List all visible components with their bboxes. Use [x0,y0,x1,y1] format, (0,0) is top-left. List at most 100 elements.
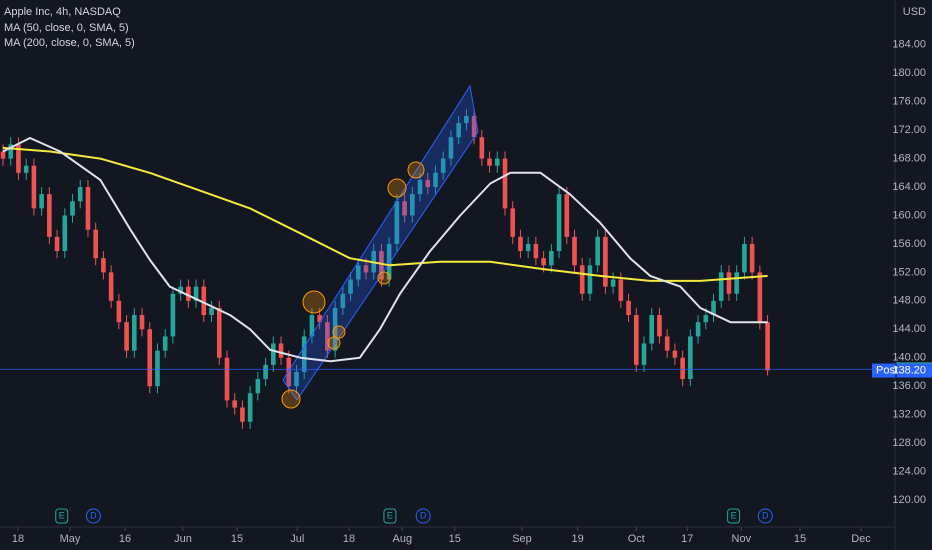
legend-entry: MA (200, close, 0, SMA, 5) [4,37,135,49]
candle-body [47,194,52,237]
y-tick-label: 168.00 [892,153,926,165]
x-tick-label: 15 [231,533,243,545]
candle-body [386,243,392,280]
circle [377,271,391,285]
x-tick-label: Aug [392,533,412,545]
drawings [281,84,479,409]
candle-body [633,315,639,365]
candle-body [494,158,500,166]
candle-body [340,293,346,308]
x-tick-label: 17 [681,533,693,545]
candle-body [479,137,485,159]
y-tick-label: 144.00 [892,323,926,335]
candle-body [417,179,423,195]
candle-body [448,137,454,159]
candle-body [664,336,670,351]
moving-average-line [2,146,768,282]
circle [302,290,326,314]
candle-body [85,187,91,230]
candle-body [726,272,732,294]
event-icon [727,508,741,524]
post-price-label: 138.20 [892,364,926,376]
candle-body [641,343,647,365]
candle-body [101,258,106,273]
candle-body [278,343,284,358]
candle-body [77,187,83,202]
x-tick-label: 18 [12,533,24,545]
candle-body [672,350,678,358]
post-price-box [872,363,932,378]
candle-body [425,179,431,188]
event-icon [415,508,431,524]
candle-body [317,315,322,323]
y-tick-label: 160.00 [892,209,926,221]
candle-body [255,379,261,394]
candle-body [93,229,98,259]
candle-body [510,208,516,237]
candle-body [757,272,763,323]
candle-body [572,236,577,266]
candle-body [703,315,709,323]
candle-body [564,194,570,237]
candle-body [487,158,492,166]
candle-body [54,236,60,252]
candle-body [610,279,616,287]
candle-body [556,194,562,252]
circle [387,178,407,198]
circle [332,325,346,339]
candle-body [518,236,523,252]
candle-body [62,215,68,252]
event-icon [757,508,773,524]
candle-body [402,201,407,216]
y-tick-label: 164.00 [892,181,926,193]
candle-body [433,172,438,188]
event-label: D [762,510,769,520]
candle-body [170,293,176,337]
event-label: E [731,510,737,520]
event-label: D [90,510,97,520]
candle-body [201,286,207,316]
highlight-circles [281,161,425,409]
candle-body [209,307,214,316]
x-tick-label: 18 [343,533,355,545]
x-tick-label: 16 [119,533,131,545]
parallel-channel [282,84,479,401]
candle-body [649,315,655,344]
candle-body [348,279,353,294]
moving-average-line [2,137,768,363]
candle-body [186,286,191,301]
candle-body [232,400,237,408]
circle [407,161,425,179]
candle-body [742,243,747,273]
candle-body [247,393,253,422]
candle-body [502,158,508,209]
candle-body [332,307,338,351]
candle-body [579,265,585,294]
candle-body [680,357,685,380]
event-icon [55,508,69,524]
candle-body [178,286,183,294]
event-icon [85,508,101,524]
candle-body [325,322,330,351]
x-tick-label: 15 [794,533,806,545]
y-tick-label: 180.00 [892,67,926,79]
circle [327,336,341,350]
y-tick-label: 172.00 [892,124,926,136]
candle-body [440,158,446,173]
candle-body [587,265,593,294]
candle-body [695,322,701,337]
event-icon [383,508,397,524]
chart-title: Apple Inc, 4h, NASDAQ [4,6,121,18]
y-tick-label: 148.00 [892,295,926,307]
candle-body [309,315,315,337]
y-tick-label: 156.00 [892,238,926,250]
candle-body [618,279,624,301]
candle-body [603,236,608,287]
candle-body [394,201,400,244]
y-tick-label: 176.00 [892,96,926,108]
candle-body [301,336,307,372]
y-tick-label: 120.00 [892,494,926,506]
x-tick-label: Jun [174,533,192,545]
